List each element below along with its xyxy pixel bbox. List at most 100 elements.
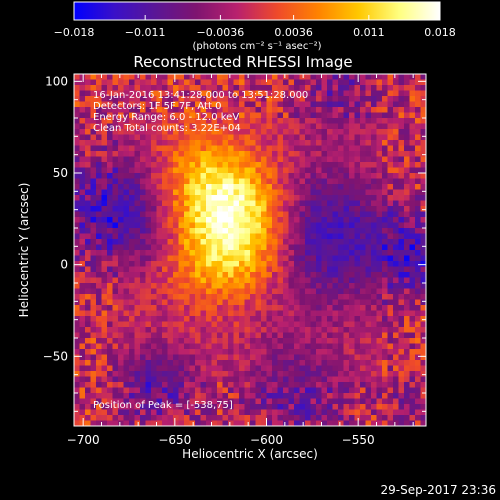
heatmap-cell xyxy=(74,266,80,273)
heatmap-cell xyxy=(376,123,383,130)
heatmap-cell xyxy=(365,354,372,361)
heatmap-cell xyxy=(327,123,333,130)
heatmap-cell xyxy=(272,228,278,234)
heatmap-cell xyxy=(349,310,355,317)
heatmap-cell xyxy=(118,167,124,174)
heatmap-cell xyxy=(294,145,300,152)
heatmap-cell xyxy=(112,321,119,328)
heatmap-cell xyxy=(349,255,355,262)
heatmap-cell xyxy=(376,299,383,306)
heatmap-cell xyxy=(107,294,113,300)
heatmap-cell xyxy=(107,360,113,366)
heatmap-cell xyxy=(277,195,284,201)
heatmap-cell xyxy=(409,261,416,267)
heatmap-cell xyxy=(178,173,185,179)
heatmap-cell xyxy=(255,233,262,240)
heatmap-cell xyxy=(321,316,328,322)
heatmap-cell xyxy=(360,376,366,383)
heatmap-cell xyxy=(305,134,311,141)
heatmap-cell xyxy=(316,162,322,168)
heatmap-cell xyxy=(96,118,102,124)
heatmap-cell xyxy=(327,305,333,311)
heatmap-cell xyxy=(101,85,108,91)
heatmap-cell xyxy=(343,90,350,97)
heatmap-cell xyxy=(376,277,383,284)
heatmap-cell xyxy=(332,96,339,102)
heatmap-cell xyxy=(145,376,152,383)
heatmap-cell xyxy=(79,162,86,168)
heatmap-cell xyxy=(409,404,416,410)
heatmap-cell xyxy=(288,371,295,377)
heatmap-cell xyxy=(272,404,278,410)
heatmap-cell xyxy=(266,305,273,311)
heatmap-cell xyxy=(74,250,80,256)
heatmap-cell xyxy=(376,420,383,427)
heatmap-cell xyxy=(338,101,344,108)
heatmap-cell xyxy=(90,85,97,91)
heatmap-cell xyxy=(294,321,300,328)
heatmap-cell xyxy=(261,145,267,152)
heatmap-cell xyxy=(376,255,383,262)
heatmap-cell xyxy=(294,189,300,196)
heatmap-cell xyxy=(162,310,168,317)
heatmap-cell xyxy=(382,173,388,179)
heatmap-cell xyxy=(327,255,333,262)
heatmap-cell xyxy=(134,376,141,383)
heatmap-cell xyxy=(354,420,361,427)
heatmap-cell xyxy=(151,415,157,421)
heatmap-cell xyxy=(365,90,372,97)
heatmap-cell xyxy=(134,140,141,146)
heatmap-cell xyxy=(354,206,361,212)
heatmap-cell xyxy=(305,140,311,146)
heatmap-cell xyxy=(277,294,284,300)
heatmap-cell xyxy=(79,134,86,141)
heatmap-cell xyxy=(206,343,212,350)
heatmap-cell xyxy=(151,107,157,113)
heatmap-cell xyxy=(321,393,328,399)
heatmap-cell xyxy=(156,145,163,152)
heatmap-cell xyxy=(310,239,317,245)
heatmap-cell xyxy=(404,85,410,91)
heatmap-cell xyxy=(134,162,141,168)
heatmap-cell xyxy=(189,129,196,135)
heatmap-cell xyxy=(217,200,223,207)
heatmap-cell xyxy=(129,349,135,355)
heatmap-cell xyxy=(189,217,196,223)
heatmap-cell xyxy=(206,173,212,179)
heatmap-cell xyxy=(393,167,399,174)
heatmap-cell xyxy=(195,332,201,339)
heatmap-cell xyxy=(283,162,289,168)
heatmap-cell xyxy=(184,349,190,355)
heatmap-cell xyxy=(90,409,97,416)
heatmap-cell xyxy=(184,145,190,152)
heatmap-cell xyxy=(283,261,289,267)
heatmap-cell xyxy=(74,393,80,399)
heatmap-cell xyxy=(96,74,102,80)
heatmap-cell xyxy=(360,382,366,388)
heatmap-cell xyxy=(211,222,218,229)
heatmap-cell xyxy=(409,360,416,366)
heatmap-cell xyxy=(112,233,119,240)
heatmap-cell xyxy=(112,189,119,196)
heatmap-cell xyxy=(321,349,328,355)
heatmap-cell xyxy=(316,349,322,355)
heatmap-cell xyxy=(129,261,135,267)
heatmap-cell xyxy=(228,343,234,350)
heatmap-cell xyxy=(283,299,289,306)
heatmap-cell xyxy=(338,266,344,273)
heatmap-cell xyxy=(404,294,410,300)
colorbar-fill xyxy=(74,2,440,20)
heatmap-cell xyxy=(101,123,108,130)
heatmap-cell xyxy=(376,233,383,240)
heatmap-cell xyxy=(239,409,245,416)
heatmap-cell xyxy=(233,90,240,97)
heatmap-cell xyxy=(288,107,295,113)
heatmap-cell xyxy=(151,151,157,157)
heatmap-cell xyxy=(255,316,262,322)
heatmap-cell xyxy=(145,398,152,405)
heatmap-cell xyxy=(200,338,207,344)
heatmap-cell xyxy=(305,305,311,311)
heatmap-cell xyxy=(338,195,344,201)
heatmap-cell xyxy=(239,195,245,201)
heatmap-cell xyxy=(233,316,240,322)
